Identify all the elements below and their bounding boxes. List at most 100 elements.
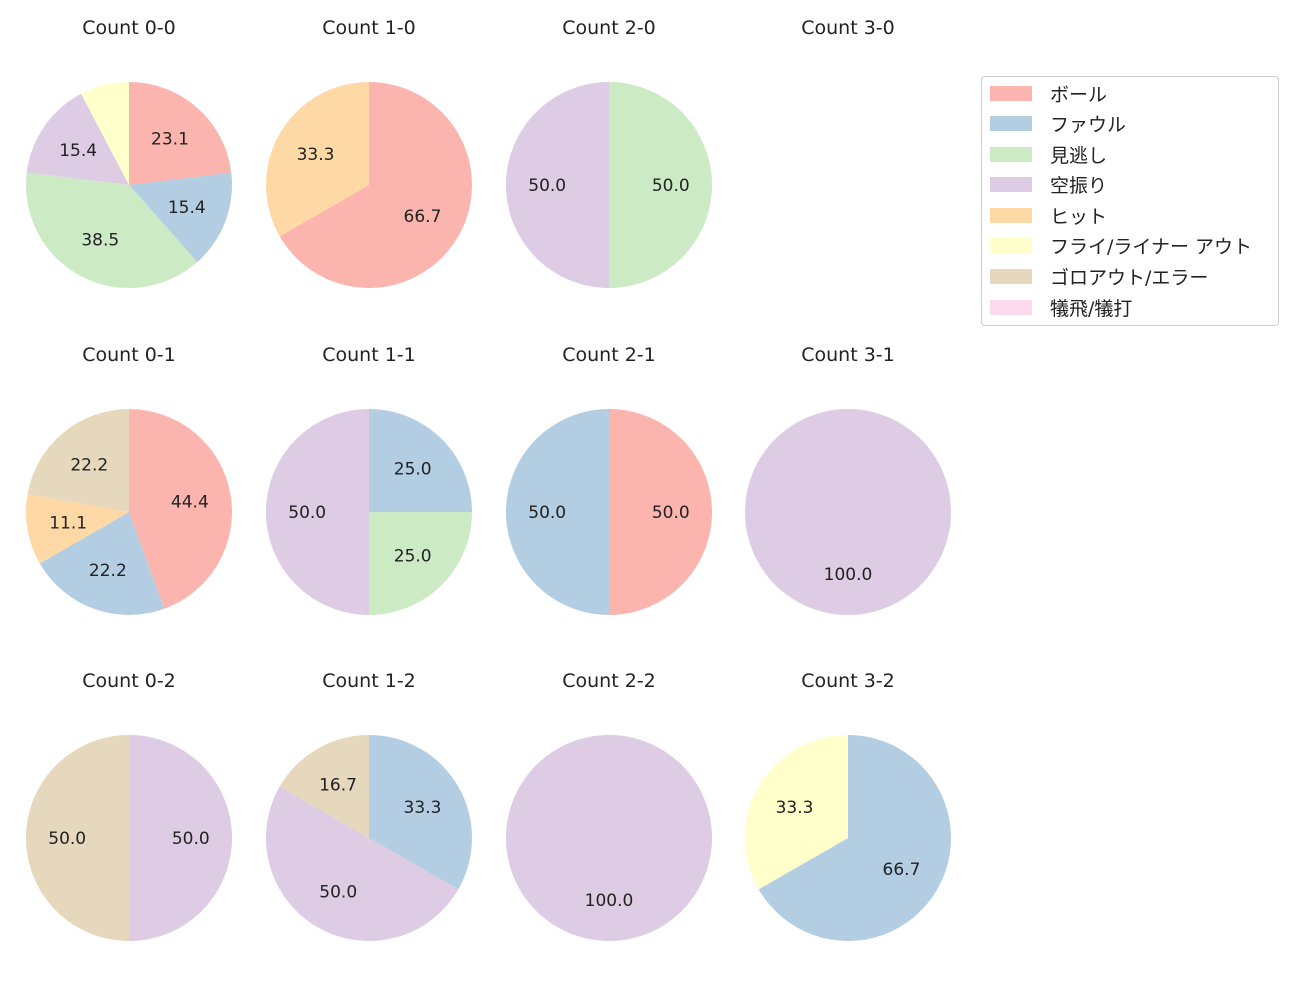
slice-label: 50.0 [172,829,210,849]
chart-title: Count 3-2 [801,670,895,692]
pie-chart: 66.7 33.3 [744,735,951,941]
pie-slice [129,409,232,609]
legend: ボール ファウル 見逃し 空振り ヒット フライ/ライナー アウト ゴロアウト/… [981,76,1279,326]
legend-item-hit: ヒット [990,203,1108,228]
pie-slice [758,735,951,941]
chart-title: Count 2-1 [562,344,656,366]
pie-chart: 100.0 [506,735,712,941]
legend-label: ゴロアウト/エラー [1050,266,1209,289]
chart-title: Count 2-0 [562,17,656,39]
chart-title: Count 1-1 [322,344,416,366]
pie-slice [26,494,129,564]
legend-swatch [990,299,1032,315]
pie-slice [369,512,472,615]
legend-label: 空振り [1050,174,1108,197]
chart-title: Count 1-2 [322,670,416,692]
slice-label: 11.1 [49,514,87,534]
slice-label: 22.2 [89,561,127,581]
pie-slice [506,82,609,288]
legend-label: ファウル [1050,113,1127,136]
pie-slice [129,172,232,263]
chart-title: Count 2-2 [562,670,656,692]
legend-label: フライ/ライナー アウト [1050,235,1253,258]
pie-slice [266,82,369,237]
slice-label: 15.4 [59,141,97,161]
pie-chart: 50.0 50.0 [506,409,712,615]
pie-slice [129,735,232,941]
legend-swatch [990,115,1032,131]
pie-slice [81,82,129,185]
legend-label: 犠飛/犠打 [1050,297,1133,320]
pie-chart: 50.0 50.0 [26,735,232,941]
slice-label: 15.4 [168,198,206,218]
pie-chart: 66.7 33.3 [266,82,472,288]
slice-label: 50.0 [319,883,357,903]
chart-title: Count 0-0 [82,17,176,39]
chart-title: Count 0-1 [82,344,176,366]
pie-chart: 25.0 25.0 50.0 [266,409,472,615]
pie-slice [26,735,129,941]
chart-title: Count 1-0 [322,17,416,39]
legend-swatch [990,176,1032,192]
pie-slice [39,512,165,615]
pie-slice [506,735,712,941]
legend-item-foul: ファウル [990,111,1127,136]
slice-label: 25.0 [394,459,432,479]
pie-slice [25,172,198,288]
pie-slice [27,409,129,512]
pie-slice [279,82,472,288]
legend-swatch [990,268,1032,284]
legend-swatch [990,85,1032,101]
pie-slice [744,735,848,890]
slice-label: 100.0 [824,565,873,585]
slice-label: 66.7 [883,860,921,880]
slice-label: 38.5 [81,231,119,251]
slice-label: 50.0 [652,503,690,523]
pie-chart: 50.0 50.0 [506,82,712,288]
legend-item-ground-out: ゴロアウト/エラー [990,264,1209,289]
pie-slice [369,409,472,512]
pie-slice [506,409,609,615]
legend-label: ボール [1050,83,1108,106]
slice-label: 50.0 [48,829,86,849]
legend-item-sacrifice: 犠飛/犠打 [990,295,1133,320]
pie-slice [745,409,951,615]
chart-title: Count 3-1 [801,344,895,366]
legend-item-ball: ボール [990,81,1108,106]
pie-slice [266,409,369,615]
pie-slice [369,735,472,890]
legend-label: 見逃し [1050,144,1108,167]
pie-chart: 100.0 [745,409,951,615]
legend-swatch [990,146,1032,162]
pie-slice [266,786,459,941]
pie-slice [609,409,712,615]
pie-slice [609,82,712,288]
pie-slice [129,82,232,185]
slice-label: 23.1 [151,130,189,150]
slice-label: 33.3 [297,145,335,165]
slice-label: 50.0 [652,176,690,196]
slice-label: 66.7 [404,207,442,227]
pie-chart: 33.3 50.0 16.7 [266,735,472,941]
chart-title: Count 0-2 [82,670,176,692]
slice-label: 50.0 [288,503,326,523]
legend-swatch [990,237,1032,253]
slice-label: 100.0 [585,891,634,911]
pie-slice [279,735,369,838]
legend-swatch [990,207,1032,223]
slice-label: 50.0 [528,503,566,523]
slice-label: 22.2 [70,456,108,476]
legend-label: ヒット [1050,205,1108,228]
chart-title: Count 3-0 [801,17,895,39]
legend-item-swinging-strike: 空振り [990,172,1108,197]
pie-chart: 23.1 15.4 38.5 15.4 [25,82,232,288]
legend-item-fly-out: フライ/ライナー アウト [990,233,1253,258]
slice-label: 50.0 [528,176,566,196]
slice-label: 33.3 [404,798,442,818]
slice-label: 44.4 [171,492,209,512]
slice-label: 25.0 [394,547,432,567]
legend-item-called-strike: 見逃し [990,142,1108,167]
pie-chart: 44.4 22.2 11.1 22.2 [26,409,232,615]
slice-label: 16.7 [319,776,357,796]
